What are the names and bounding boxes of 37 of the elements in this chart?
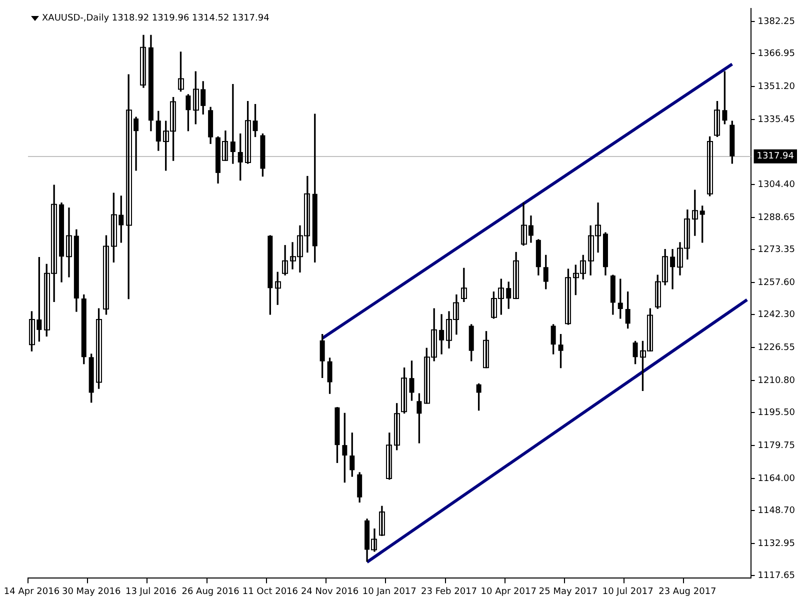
y-tick-label: 1179.75	[758, 440, 795, 451]
x-tick-label: 10 Jul 2017	[602, 586, 654, 597]
y-tick-label: 1226.55	[758, 342, 795, 353]
candlestick	[379, 506, 385, 536]
y-tick-label: 1304.40	[758, 180, 796, 190]
y-tick-label: 1242.30	[758, 310, 796, 320]
ref-line-label: 1317.94	[756, 152, 794, 162]
candlestick	[513, 252, 519, 300]
y-tick-label: 1195.50	[758, 408, 796, 418]
text: XAUUSD-,Daily 1318.92 1319.96 1314.52 1317.94	[42, 14, 270, 24]
y-tick-label: 1351.20	[758, 82, 796, 92]
candlestick	[282, 245, 288, 276]
x-tick-label: 30 May 2016	[62, 586, 121, 597]
x-tick-label: 10 Jan 2017	[362, 586, 416, 597]
candlestick	[439, 314, 444, 354]
y-tick-label: 1335.45	[758, 115, 795, 126]
x-tick-label: 25 May 2017	[538, 586, 598, 597]
x-tick-label: 24 Nov 2016	[300, 586, 359, 597]
y-tick-label: 1288.65	[758, 212, 795, 223]
y-tick-label: 1210.80	[758, 376, 796, 386]
x-tick-label: 10 Apr 2017	[480, 586, 536, 597]
y-tick-label: 1148.70	[758, 506, 796, 516]
x-tick-label: 23 Aug 2017	[658, 586, 716, 597]
candlestick	[66, 208, 72, 278]
y-tick-label: 1164.00	[758, 474, 796, 484]
candlestick	[140, 34, 146, 88]
y-tick-label: 1132.95	[758, 538, 795, 549]
y-tick-label: 1117.65	[758, 570, 795, 581]
x-tick-label: 26 Aug 2016	[182, 586, 240, 597]
y-tick-label: 1382.25	[758, 17, 795, 28]
x-tick-label: 14 Apr 2016	[4, 586, 60, 597]
x-tick-label: 23 Feb 2017	[420, 586, 478, 597]
x-tick-label: 11 Oct 2016	[242, 586, 298, 597]
x-tick-label: 13 Jul 2016	[125, 586, 177, 597]
y-tick-label: 1273.35	[758, 245, 795, 255]
y-tick-label: 1257.60	[758, 278, 796, 288]
y-tick-label: 1366.95	[758, 49, 795, 60]
